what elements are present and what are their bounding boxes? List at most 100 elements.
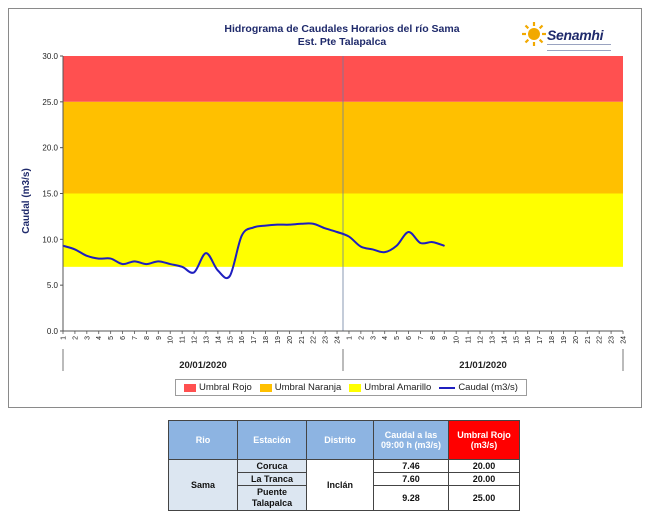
x-tick-label: 23 (609, 336, 616, 344)
logo-text: Senamhi (547, 27, 604, 43)
x-tick-label: 22 (311, 336, 318, 344)
y-tick-label: 0.0 (47, 327, 59, 336)
data-point (419, 242, 422, 244)
cell-caudal: 7.60 (373, 472, 449, 486)
x-tick-label: 16 (239, 336, 246, 344)
cell-umbral: 25.00 (448, 485, 520, 511)
data-point (217, 269, 219, 272)
legend-swatch-orange (259, 383, 272, 392)
x-tick-label: 10 (168, 336, 175, 344)
y-tick-label: 15.0 (42, 190, 58, 199)
cell-caudal: 7.46 (373, 459, 449, 473)
x-tick-label: 19 (275, 336, 282, 344)
x-tick-label: 4 (382, 336, 389, 340)
x-tick-label: 8 (430, 336, 437, 340)
x-tick-label: 17 (537, 336, 544, 344)
y-tick-label: 5.0 (47, 281, 59, 290)
header-umbral-rojo: Umbral Rojo (m3/s) (448, 420, 520, 460)
data-point (384, 251, 386, 253)
x-tick-label: 7 (132, 336, 139, 340)
cell-estacion: La Tranca (237, 472, 307, 486)
data-point (253, 226, 255, 229)
data-point (407, 231, 410, 233)
station-table: Rio Estación Distrito Caudal a las 09:00… (168, 420, 520, 511)
x-tick-label: 20 (287, 336, 294, 344)
chart-frame: Hidrograma de Caudales Horarios del río … (8, 8, 642, 408)
header-caudal: Caudal a las 09:00 h (m3/s) (373, 420, 449, 460)
legend-item-umbral-naranja: Umbral Naranja (259, 382, 342, 393)
y-tick-label: 25.0 (42, 98, 58, 107)
x-tick-label: 15 (513, 336, 520, 344)
chart-svg: 1 2 3 4 5 6 7 8 9 10 11 12 13 14 15 16 17 18 19 20 21 22 23 24 1… (21, 52, 628, 371)
x-tick-label: 17 (251, 336, 258, 344)
data-point (443, 245, 445, 247)
day-label-1: 20/01/2020 (179, 360, 227, 371)
cell-estacion: Puente Talapalca (237, 485, 307, 511)
x-tick-label: 12 (478, 336, 485, 344)
header-rio: Rio (168, 420, 238, 460)
data-point (264, 224, 267, 227)
x-tick-label: 10 (454, 336, 461, 344)
legend-label: Umbral Rojo (198, 382, 252, 393)
cell-estacion: Coruca (237, 459, 307, 473)
legend-swatch-red (183, 383, 196, 392)
x-tick-label: 16 (525, 336, 532, 344)
data-point (336, 231, 338, 233)
x-tick-label: 1 (346, 336, 353, 340)
table-row: La Tranca 7.60 20.00 (169, 472, 520, 486)
data-point (145, 263, 148, 265)
legend-item-umbral-amarillo: Umbral Amarillo (349, 382, 431, 393)
chart-subtitle: Est. Pte Talapalca (297, 36, 387, 48)
header-distrito: Distrito (306, 420, 374, 460)
data-point (360, 246, 362, 248)
data-point (86, 255, 88, 257)
y-tick-label: 10.0 (42, 235, 58, 244)
data-point (169, 263, 171, 265)
x-tick-label: 9 (442, 336, 449, 340)
data-point (229, 275, 231, 277)
x-tick-label: 9 (156, 336, 163, 340)
x-tick-label: 8 (144, 336, 151, 340)
cell-caudal: 9.28 (373, 485, 449, 511)
data-point (181, 266, 183, 268)
data-point (157, 260, 159, 262)
x-tick-label: 24 (621, 336, 628, 344)
data-point (276, 224, 279, 226)
x-tick-label: 14 (501, 336, 508, 344)
x-tick-label: 19 (561, 336, 568, 344)
table-header-row: Rio Estación Distrito Caudal a las 09:00… (168, 420, 520, 460)
x-tick-label: 4 (96, 336, 103, 340)
logo-subtitle-lines (547, 44, 611, 51)
x-tick-label: 13 (203, 336, 210, 344)
cell-rio: Sama (168, 459, 238, 511)
y-tick-label: 30.0 (42, 52, 58, 61)
data-point (312, 223, 314, 225)
x-tick-label: 11 (466, 336, 473, 343)
x-tick-label: 18 (263, 336, 270, 344)
x-tick-label: 7 (418, 336, 425, 340)
legend-label: Umbral Amarillo (364, 382, 432, 393)
data-point (74, 248, 76, 251)
legend-item-umbral-rojo: Umbral Rojo (183, 382, 252, 393)
data-point (121, 263, 124, 265)
x-tick-label: 3 (370, 336, 377, 340)
x-tick-label: 1 (61, 336, 68, 340)
cell-umbral: 20.00 (448, 472, 520, 486)
data-point (348, 235, 350, 238)
x-tick-label: 6 (406, 336, 413, 340)
x-tick-label: 21 (585, 336, 592, 344)
x-tick-label: 24 (335, 336, 342, 344)
x-tick-label: 18 (549, 336, 556, 344)
x-tick-label: 2 (72, 336, 79, 340)
x-tick-label: 2 (358, 336, 365, 340)
legend-label: Caudal (m3/s) (458, 382, 518, 393)
data-point (324, 227, 326, 229)
cell-distrito: Inclán (306, 459, 374, 511)
legend-label: Umbral Naranja (274, 382, 342, 393)
data-point (98, 257, 100, 260)
x-tick-label: 5 (108, 336, 115, 340)
data-point (205, 252, 207, 254)
data-point (300, 223, 302, 225)
x-tick-label: 15 (227, 336, 234, 344)
y-tick-label: 20.0 (42, 144, 58, 153)
